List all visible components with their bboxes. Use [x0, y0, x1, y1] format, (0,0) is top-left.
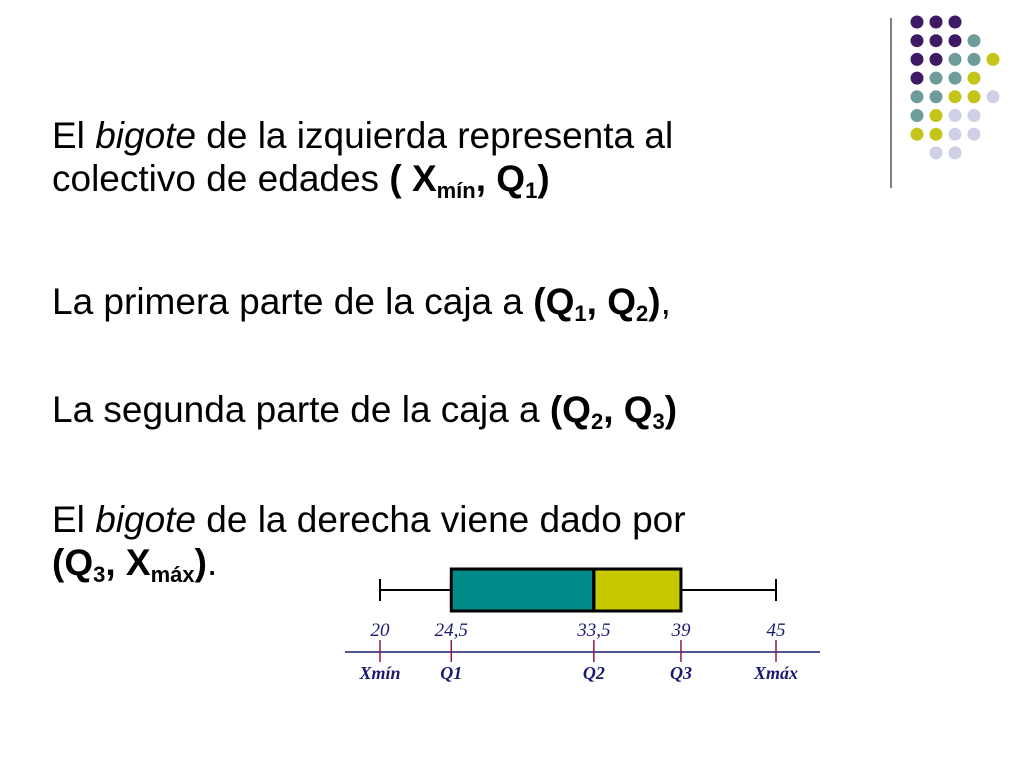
tick-value-label: 45	[767, 620, 786, 641]
notation-q2-q3: (Q2, Q3)	[549, 389, 678, 434]
decorative-dot	[929, 15, 943, 29]
paragraph-right-whisker: El bigote de la derecha viene dado por (…	[52, 498, 686, 587]
decorative-dot	[910, 90, 924, 104]
tick-value-label: 39	[670, 620, 691, 641]
decorative-dot	[929, 109, 943, 122]
decorative-dot	[910, 109, 924, 122]
decorative-dot	[929, 146, 943, 160]
text: La primera parte de la caja a	[52, 281, 534, 322]
tick-name-label: Q3	[670, 663, 692, 683]
box-upper-half	[592, 567, 683, 613]
decorative-dot	[967, 34, 981, 48]
decorative-dot	[929, 71, 943, 85]
paragraph-second-box-part: La segunda parte de la caja a (Q2, Q3)	[52, 388, 678, 434]
text-line2: colectivo de edades	[52, 158, 390, 199]
decorative-vertical-line	[890, 18, 892, 188]
text-tail: ,	[660, 281, 671, 322]
text-tail: .	[206, 542, 218, 583]
decorative-dot	[948, 109, 962, 122]
decorative-dot	[967, 90, 981, 104]
tick-name-label: Xmáx	[753, 663, 798, 683]
decorative-dot	[929, 52, 943, 66]
text-line1: de la derecha viene dado por	[196, 499, 686, 540]
text-prefix: El	[52, 115, 96, 156]
tick-name-label: Q1	[440, 663, 462, 683]
emphasis-bigote: bigote	[95, 499, 196, 540]
tick-value-label: 33,5	[576, 620, 610, 641]
decorative-dot	[929, 90, 943, 104]
decorative-dot	[910, 52, 924, 66]
text-line1: de la izquierda representa al	[196, 115, 674, 156]
decorative-dot	[948, 15, 962, 29]
tick-name-label: Xmín	[358, 663, 400, 683]
text: La segunda parte de la caja a	[52, 389, 550, 430]
notation-q1-q2: (Q1, Q2)	[533, 281, 661, 326]
box-lower-half	[449, 567, 596, 613]
tick-name-label: Q2	[583, 663, 605, 683]
paragraph-first-box-part: La primera parte de la caja a (Q1, Q2),	[52, 280, 671, 326]
paragraph-left-whisker: El bigote de la izquierda representa al …	[52, 114, 674, 203]
decorative-dot	[948, 127, 962, 141]
decorative-dot	[910, 127, 924, 141]
decorative-dot	[948, 146, 962, 160]
tick-value-label: 20	[371, 620, 391, 641]
decorative-dot	[986, 90, 1000, 104]
decorative-dot	[910, 71, 924, 85]
text-prefix: El	[52, 499, 96, 540]
tick-value-label: 24,5	[435, 620, 468, 641]
decorative-dot	[986, 52, 1000, 66]
decorative-dot	[967, 71, 981, 85]
decorative-dot	[948, 90, 962, 104]
decorative-dot	[967, 52, 981, 66]
decorative-dot	[948, 34, 962, 48]
emphasis-bigote: bigote	[95, 115, 196, 156]
decorative-dot	[967, 127, 981, 141]
decorative-dot	[910, 15, 924, 29]
decorative-dot	[910, 34, 924, 48]
notation-xmin-q1: ( Xmín, Q1)	[389, 158, 550, 203]
decorative-dot	[948, 71, 962, 85]
notation-q3-xmax: (Q3, Xmáx)	[52, 542, 207, 587]
decorative-dot	[929, 127, 943, 141]
decorative-dot-grid	[910, 15, 1000, 160]
decorative-dot	[929, 34, 943, 48]
decorative-dot	[967, 109, 981, 122]
decorative-dot	[948, 52, 962, 66]
